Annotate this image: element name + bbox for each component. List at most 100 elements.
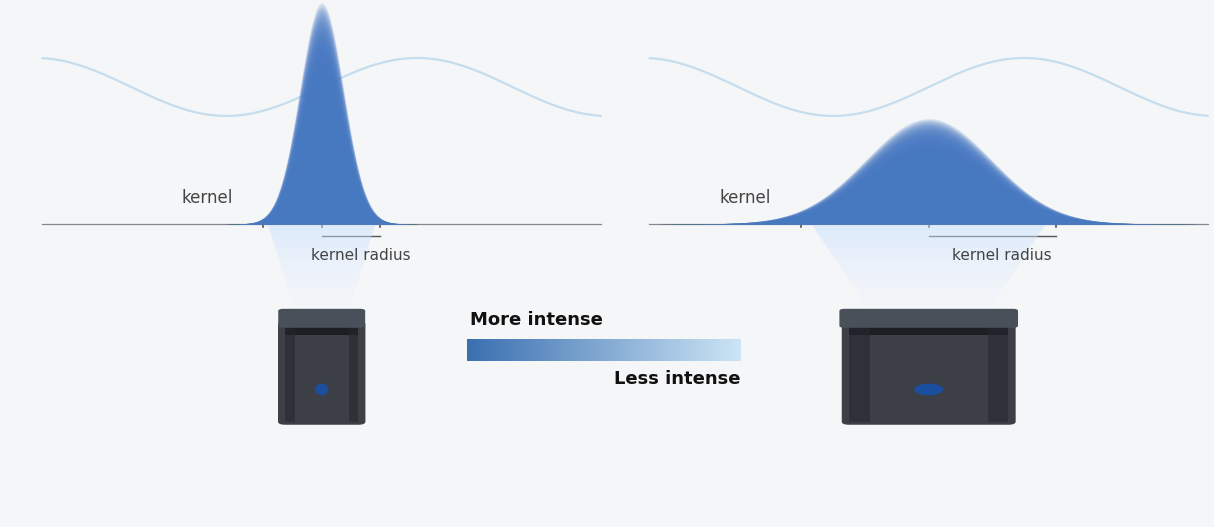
Polygon shape: [840, 268, 1017, 269]
Polygon shape: [841, 269, 1016, 270]
Polygon shape: [858, 294, 999, 295]
Polygon shape: [833, 256, 1025, 257]
Polygon shape: [299, 326, 345, 327]
Polygon shape: [276, 247, 368, 248]
Polygon shape: [874, 318, 983, 319]
Polygon shape: [838, 262, 1020, 264]
Polygon shape: [287, 283, 357, 285]
Polygon shape: [288, 288, 356, 289]
FancyBboxPatch shape: [278, 321, 365, 425]
Polygon shape: [836, 261, 1021, 262]
Polygon shape: [297, 319, 346, 320]
Polygon shape: [290, 297, 353, 298]
Polygon shape: [872, 314, 986, 315]
Polygon shape: [852, 285, 1005, 286]
Polygon shape: [867, 306, 991, 307]
Polygon shape: [869, 310, 988, 311]
Polygon shape: [828, 248, 1029, 250]
Polygon shape: [271, 232, 373, 233]
Ellipse shape: [914, 384, 943, 395]
Text: More intense: More intense: [470, 311, 602, 329]
Text: Less intense: Less intense: [614, 370, 741, 388]
Polygon shape: [812, 225, 1045, 227]
Polygon shape: [294, 306, 350, 307]
Polygon shape: [843, 270, 1015, 271]
Bar: [348, 324, 358, 422]
Polygon shape: [827, 247, 1031, 248]
Polygon shape: [864, 302, 993, 304]
Polygon shape: [816, 230, 1042, 232]
Polygon shape: [870, 311, 987, 313]
Polygon shape: [870, 313, 987, 314]
Polygon shape: [856, 291, 1002, 292]
Polygon shape: [268, 224, 375, 225]
Polygon shape: [852, 286, 1005, 287]
Polygon shape: [296, 318, 347, 319]
Polygon shape: [847, 278, 1010, 279]
Polygon shape: [273, 241, 370, 242]
Polygon shape: [293, 305, 351, 306]
FancyBboxPatch shape: [839, 309, 1019, 328]
Polygon shape: [283, 270, 361, 271]
Polygon shape: [823, 241, 1034, 242]
Polygon shape: [296, 316, 347, 318]
Polygon shape: [284, 277, 359, 278]
Polygon shape: [274, 243, 369, 245]
Polygon shape: [853, 287, 1004, 288]
Polygon shape: [868, 309, 989, 310]
Polygon shape: [877, 321, 981, 323]
Bar: [988, 324, 1009, 422]
Polygon shape: [280, 262, 363, 264]
Polygon shape: [270, 229, 374, 230]
Polygon shape: [811, 224, 1046, 225]
Polygon shape: [813, 227, 1044, 228]
Polygon shape: [844, 273, 1014, 274]
Text: kernel: kernel: [182, 189, 233, 207]
Polygon shape: [284, 276, 359, 277]
Polygon shape: [861, 297, 997, 298]
Polygon shape: [289, 294, 354, 295]
FancyBboxPatch shape: [841, 321, 1016, 425]
Polygon shape: [293, 302, 351, 304]
Polygon shape: [285, 280, 358, 282]
Polygon shape: [272, 238, 371, 239]
Polygon shape: [815, 228, 1043, 229]
FancyBboxPatch shape: [278, 309, 365, 328]
Polygon shape: [290, 296, 353, 297]
Polygon shape: [291, 301, 352, 302]
Polygon shape: [877, 320, 981, 321]
Polygon shape: [295, 311, 348, 313]
Polygon shape: [832, 255, 1026, 256]
Polygon shape: [279, 259, 364, 260]
Polygon shape: [296, 315, 347, 316]
Polygon shape: [287, 286, 357, 287]
Polygon shape: [862, 298, 995, 300]
Polygon shape: [840, 266, 1017, 268]
Polygon shape: [270, 230, 374, 232]
Polygon shape: [280, 264, 363, 265]
Bar: [849, 324, 869, 422]
Polygon shape: [299, 324, 345, 326]
Polygon shape: [863, 301, 994, 302]
Polygon shape: [277, 252, 367, 253]
Polygon shape: [290, 295, 353, 296]
Polygon shape: [856, 289, 1002, 291]
Polygon shape: [277, 253, 367, 255]
Polygon shape: [849, 279, 1009, 280]
Polygon shape: [274, 246, 369, 247]
Polygon shape: [851, 283, 1006, 285]
Polygon shape: [830, 252, 1027, 253]
Polygon shape: [271, 234, 373, 236]
Polygon shape: [273, 239, 370, 241]
Polygon shape: [821, 238, 1037, 239]
Polygon shape: [270, 228, 374, 229]
Polygon shape: [272, 236, 371, 237]
Polygon shape: [289, 292, 354, 294]
Polygon shape: [299, 323, 345, 324]
Polygon shape: [295, 310, 348, 311]
Polygon shape: [879, 324, 978, 326]
Polygon shape: [867, 307, 991, 309]
Polygon shape: [282, 268, 362, 269]
Polygon shape: [287, 285, 357, 286]
Polygon shape: [835, 259, 1022, 260]
